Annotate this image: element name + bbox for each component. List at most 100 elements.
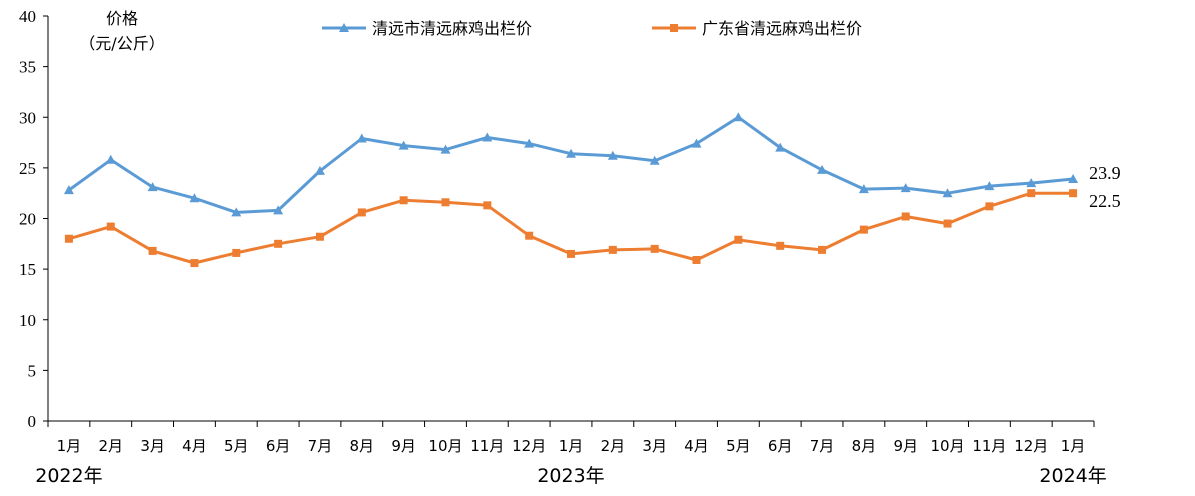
data-point-triangle — [984, 181, 995, 191]
data-point-square — [441, 198, 450, 207]
x-tick-label: 8月 — [852, 437, 877, 455]
y-tick-label: 15 — [19, 260, 36, 279]
y-tick-label: 30 — [19, 108, 36, 127]
y-tick-label: 35 — [19, 58, 36, 77]
x-tick-label: 4月 — [182, 437, 207, 455]
x-tick-label: 12月 — [1014, 437, 1048, 455]
y-tick-label: 5 — [28, 361, 37, 380]
y-tick-label: 0 — [28, 412, 37, 431]
x-tick-label: 6月 — [266, 437, 291, 455]
data-point-triangle — [524, 138, 535, 148]
x-tick-label: 10月 — [428, 437, 462, 455]
data-point-square — [943, 219, 952, 228]
x-tick-label: 1月 — [559, 437, 584, 455]
data-point-triangle — [942, 188, 953, 198]
x-tick-label: 12月 — [512, 437, 546, 455]
data-point-triangle — [775, 142, 786, 152]
x-tick-label: 3月 — [140, 437, 165, 455]
data-label: 22.5 — [1089, 191, 1121, 211]
x-year-label: 2024年 — [1039, 465, 1106, 487]
data-point-square — [734, 235, 743, 244]
x-tick-label: 7月 — [810, 437, 835, 455]
data-point-triangle — [231, 207, 242, 217]
data-point-triangle — [440, 144, 451, 154]
data-point-square — [190, 259, 199, 268]
data-point-triangle — [691, 138, 702, 148]
legend-label: 清远市清远麻鸡出栏价 — [372, 19, 532, 38]
data-point-square — [483, 201, 492, 210]
data-label: 23.9 — [1089, 163, 1121, 183]
data-point-triangle — [817, 164, 828, 174]
data-point-square — [232, 248, 241, 257]
data-point-square — [1069, 189, 1078, 198]
axes: 0 5 10 15 20 25 30 35 40 1月 2月 3月 4月 5月 6月 7月 8月 9月 10月 11月… — [19, 7, 1107, 487]
data-point-square — [106, 222, 115, 231]
data-point-triangle — [1068, 174, 1079, 184]
x-tick-label: 4月 — [684, 437, 709, 455]
y-tick-label: 25 — [19, 159, 36, 178]
x-tick-label: 3月 — [642, 437, 667, 455]
data-point-triangle — [398, 140, 409, 150]
data-point-triangle — [900, 183, 911, 193]
data-point-square — [650, 244, 659, 253]
data-point-triangle — [356, 133, 367, 143]
data-point-triangle — [147, 182, 158, 192]
legend: 清远市清远麻鸡出栏价 广东省清远麻鸡出栏价 — [322, 19, 862, 38]
data-point-square — [985, 202, 994, 211]
y-tick-label: 10 — [19, 311, 36, 330]
data-point-square — [1027, 189, 1036, 198]
data-point-triangle — [733, 112, 744, 122]
data-point-triangle — [273, 205, 284, 215]
x-tick-label: 8月 — [350, 437, 375, 455]
data-point-square — [315, 232, 324, 241]
legend-marker-square — [670, 24, 678, 32]
data-point-triangle — [858, 184, 869, 194]
x-tick-label: 7月 — [308, 437, 333, 455]
data-point-square — [901, 212, 910, 221]
x-tick-label: 2月 — [98, 437, 123, 455]
series-line — [68, 115, 1074, 214]
data-point-triangle — [314, 165, 325, 175]
legend-marker-triangle — [339, 23, 349, 32]
x-tick-label: 1月 — [57, 437, 82, 455]
data-point-square — [399, 196, 408, 205]
x-tick-label: 6月 — [768, 437, 793, 455]
data-point-square — [608, 245, 617, 254]
y-axis-label-line2: （元/公斤） — [79, 34, 164, 53]
y-tick-label: 40 — [19, 7, 36, 26]
x-tick-label: 10月 — [931, 437, 965, 455]
data-point-triangle — [63, 185, 74, 195]
data-point-triangle — [566, 148, 576, 158]
data-point-square — [818, 245, 827, 254]
legend-label: 广东省清远麻鸡出栏价 — [702, 19, 862, 38]
x-tick-label: 11月 — [470, 437, 504, 455]
x-tick-label: 2月 — [601, 437, 626, 455]
data-point-square — [148, 246, 157, 255]
data-point-triangle — [1026, 178, 1037, 188]
series-lines: 23.9 22.5 — [63, 112, 1121, 268]
x-year-label: 2023年 — [537, 465, 604, 487]
x-tick-label: 1月 — [1061, 437, 1086, 455]
y-tick-label: 20 — [19, 210, 36, 229]
y-axis-label-line1: 价格 — [106, 9, 138, 28]
x-tick-label: 9月 — [391, 437, 416, 455]
data-point-triangle — [607, 150, 618, 160]
x-year-label: 2022年 — [35, 465, 102, 487]
data-point-triangle — [189, 193, 200, 203]
x-tick-label: 11月 — [972, 437, 1006, 455]
x-tick-label: 9月 — [893, 437, 918, 455]
x-tick-label: 5月 — [224, 437, 249, 455]
data-point-triangle — [649, 155, 660, 165]
data-point-triangle — [482, 132, 493, 142]
x-tick-label: 5月 — [726, 437, 751, 455]
data-point-square — [64, 234, 73, 243]
data-point-square — [859, 225, 868, 234]
data-point-square — [692, 256, 701, 265]
data-point-square — [776, 241, 785, 250]
data-point-square — [525, 231, 534, 240]
data-point-square — [357, 208, 366, 217]
data-point-square — [274, 239, 283, 248]
data-point-triangle — [105, 154, 116, 164]
data-point-square — [567, 249, 575, 258]
